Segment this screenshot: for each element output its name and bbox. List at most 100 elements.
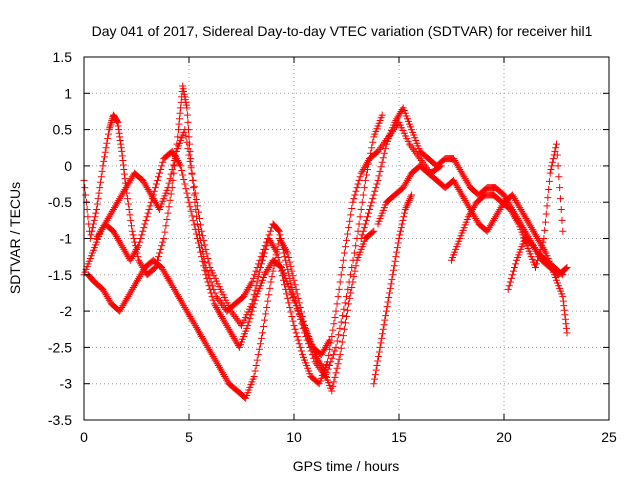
data-point	[376, 343, 384, 351]
data-point	[151, 184, 159, 192]
data-point	[96, 184, 104, 192]
data-point	[405, 196, 413, 204]
data-point	[561, 315, 569, 323]
data-point	[190, 183, 198, 191]
data-point	[171, 153, 179, 161]
data-point	[254, 351, 262, 359]
data-point	[287, 263, 295, 271]
data-point	[399, 216, 407, 224]
data-point	[259, 329, 266, 337]
data-point	[323, 342, 331, 350]
data-point	[199, 334, 207, 342]
data-point	[359, 191, 367, 199]
data-point	[115, 196, 123, 204]
data-point	[176, 160, 184, 168]
data-point	[142, 216, 150, 224]
data-point	[296, 303, 304, 311]
data-point	[197, 221, 205, 229]
data-point	[95, 189, 103, 197]
data-point	[415, 153, 423, 161]
data-point	[512, 196, 520, 204]
data-point	[346, 294, 354, 302]
data-point	[179, 300, 187, 308]
data-point	[245, 318, 253, 326]
data-point	[381, 316, 389, 324]
data-point	[340, 305, 348, 313]
data-point	[450, 155, 458, 163]
data-point	[81, 184, 89, 192]
data-point	[135, 274, 143, 282]
series-sat-c	[84, 235, 334, 402]
data-point	[347, 211, 355, 219]
data-point	[200, 336, 208, 344]
data-point	[335, 331, 343, 339]
data-point	[224, 323, 232, 331]
data-point	[121, 175, 129, 183]
data-point	[344, 285, 352, 293]
data-point	[177, 296, 185, 304]
data-point	[136, 273, 144, 281]
data-point	[266, 262, 274, 270]
data-point	[512, 260, 520, 268]
series-sat-d	[93, 147, 378, 395]
data-point	[183, 104, 191, 112]
data-point	[152, 180, 160, 188]
data-point	[155, 253, 163, 261]
data-point	[351, 191, 359, 199]
data-point	[221, 372, 229, 380]
data-point	[246, 282, 254, 290]
data-point	[285, 254, 293, 262]
data-point	[243, 287, 251, 295]
data-point	[350, 273, 358, 281]
data-point	[408, 144, 416, 152]
data-point	[175, 120, 183, 128]
data-point	[256, 340, 264, 348]
data-point	[97, 178, 105, 186]
data-point	[292, 329, 300, 337]
data-point	[352, 187, 360, 195]
data-point	[142, 182, 150, 190]
data-point	[364, 213, 371, 221]
data-point	[157, 245, 165, 253]
data-point	[360, 184, 368, 192]
data-point	[194, 239, 202, 247]
y-axis-label: SDTVAR / TECUs	[7, 182, 23, 294]
data-point	[334, 293, 342, 301]
data-point	[512, 215, 520, 223]
data-point	[394, 239, 402, 247]
data-point	[551, 147, 559, 155]
data-point	[464, 180, 472, 188]
data-point	[383, 303, 391, 311]
data-point	[114, 198, 122, 206]
data-point	[213, 305, 221, 313]
data-point	[562, 324, 570, 332]
data-point	[193, 213, 201, 221]
data-point	[329, 326, 337, 334]
data-point	[343, 293, 350, 301]
data-point	[166, 278, 174, 286]
data-point	[253, 277, 261, 285]
data-point	[456, 187, 464, 195]
data-point	[131, 280, 139, 288]
data-point	[561, 311, 569, 319]
data-point	[373, 362, 381, 370]
data-point	[488, 218, 496, 226]
data-point	[183, 138, 191, 146]
data-point	[104, 130, 112, 138]
data-point	[324, 358, 332, 366]
data-point	[378, 330, 386, 338]
data-point	[450, 176, 458, 184]
data-point	[286, 303, 294, 311]
data-point	[159, 238, 167, 246]
data-point	[198, 333, 206, 341]
data-point	[181, 126, 189, 134]
data-point	[230, 311, 238, 319]
data-point	[559, 293, 567, 301]
data-point	[556, 195, 564, 203]
data-point	[101, 148, 109, 156]
data-point	[473, 216, 481, 224]
data-point	[164, 184, 172, 192]
data-point	[199, 257, 207, 265]
data-point	[170, 151, 178, 159]
